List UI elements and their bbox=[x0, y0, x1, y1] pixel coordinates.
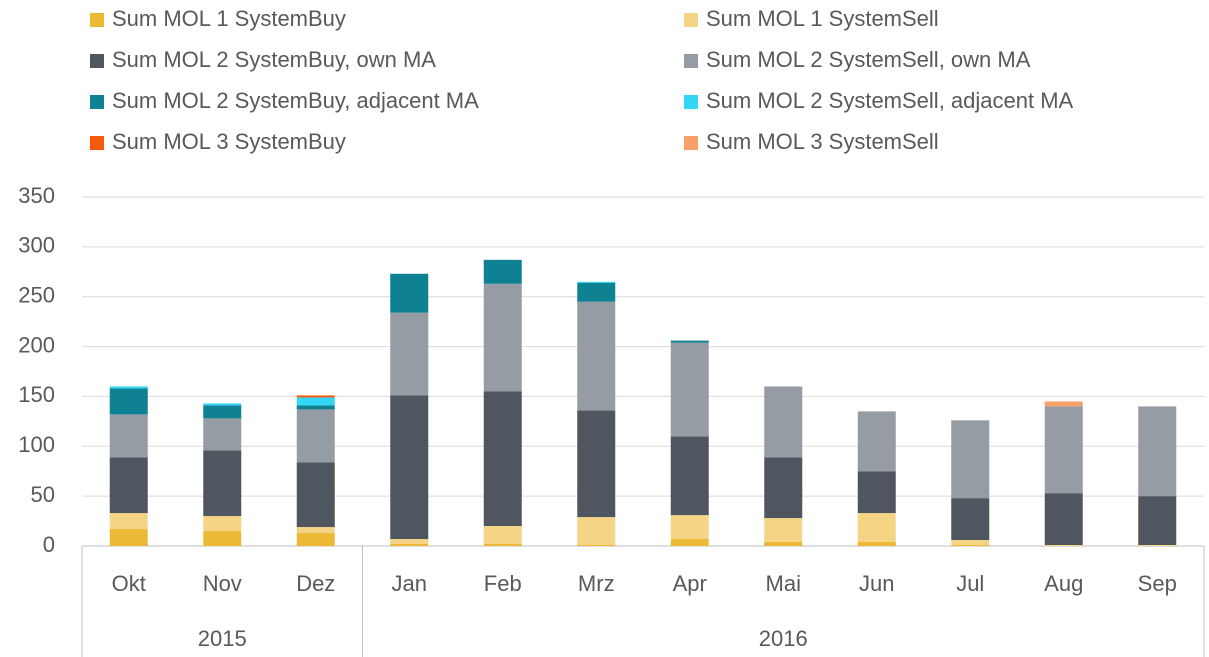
bar-segment bbox=[483, 526, 522, 545]
y-tick-label: 300 bbox=[18, 233, 55, 258]
y-tick-label: 100 bbox=[18, 432, 55, 457]
legend-label: Sum MOL 2 SystemBuy, own MA bbox=[112, 47, 436, 72]
x-tick-label: Feb bbox=[484, 571, 522, 596]
legend-label: Sum MOL 2 SystemBuy, adjacent MA bbox=[112, 88, 479, 113]
x-tick-label: Nov bbox=[203, 571, 242, 596]
bar-segment bbox=[483, 259, 522, 284]
group-label: 2015 bbox=[198, 626, 247, 651]
legend-label: Sum MOL 3 SystemSell bbox=[706, 129, 939, 154]
legend-label: Sum MOL 1 SystemBuy bbox=[112, 6, 346, 31]
bar-segment bbox=[577, 545, 616, 546]
y-tick-label: 250 bbox=[18, 283, 55, 308]
bar-segment bbox=[483, 544, 522, 546]
bar-segment bbox=[390, 273, 429, 313]
legend-swatch bbox=[684, 95, 698, 109]
y-tick-label: 150 bbox=[18, 382, 55, 407]
bar-segment bbox=[577, 517, 616, 546]
bar-segment bbox=[390, 312, 429, 396]
legend-label: Sum MOL 3 SystemBuy bbox=[112, 129, 346, 154]
x-tick-label: Jan bbox=[392, 571, 427, 596]
x-tick-label: Mrz bbox=[578, 571, 615, 596]
x-tick-label: Jul bbox=[956, 571, 984, 596]
bar-segment bbox=[109, 529, 148, 546]
bar-segment bbox=[1138, 496, 1177, 546]
legend-swatch bbox=[90, 95, 104, 109]
bar-segment bbox=[483, 391, 522, 527]
legend-swatch bbox=[684, 136, 698, 150]
x-tick-label: Aug bbox=[1044, 571, 1083, 596]
bar-segment bbox=[109, 457, 148, 514]
group-label: 2016 bbox=[759, 626, 808, 651]
bar-segment bbox=[857, 542, 896, 546]
bar-segment bbox=[203, 450, 242, 517]
x-tick-label: Apr bbox=[673, 571, 707, 596]
bar-segment bbox=[1044, 493, 1083, 546]
bar-segment bbox=[1044, 545, 1083, 546]
legend-swatch bbox=[90, 136, 104, 150]
bar-segment bbox=[1138, 406, 1177, 497]
bar-segment bbox=[390, 544, 429, 546]
bar-segment bbox=[203, 405, 242, 419]
x-tick-label: Sep bbox=[1138, 571, 1177, 596]
bar-segment bbox=[857, 411, 896, 472]
bar-segment bbox=[670, 342, 709, 437]
bar-segment bbox=[203, 531, 242, 546]
bar-segment bbox=[857, 513, 896, 543]
bar-segment bbox=[670, 340, 709, 343]
legend-swatch bbox=[684, 54, 698, 68]
bar-segment bbox=[857, 471, 896, 514]
legend-swatch bbox=[90, 54, 104, 68]
bar-segment bbox=[296, 462, 335, 528]
bar-segment bbox=[296, 527, 335, 534]
bar-segment bbox=[203, 418, 242, 451]
bar-segment bbox=[296, 409, 335, 463]
bar-segment bbox=[109, 386, 148, 389]
bar-segment bbox=[951, 545, 990, 546]
x-tick-label: Okt bbox=[112, 571, 146, 596]
bar-segment bbox=[951, 420, 990, 499]
bar-segment bbox=[951, 498, 990, 541]
y-tick-label: 0 bbox=[43, 532, 55, 557]
legend-label: Sum MOL 2 SystemSell, own MA bbox=[706, 47, 1031, 72]
y-tick-label: 350 bbox=[18, 183, 55, 208]
bar-segment bbox=[764, 518, 803, 543]
bar-segment bbox=[203, 403, 242, 406]
bar-segment bbox=[390, 539, 429, 545]
bar-segment bbox=[577, 281, 616, 283]
bar-segment bbox=[1044, 401, 1083, 407]
x-tick-label: Dez bbox=[296, 571, 335, 596]
bar-segment bbox=[296, 533, 335, 546]
bar-segment bbox=[483, 283, 522, 392]
bar-segment bbox=[109, 414, 148, 458]
bar-segment bbox=[296, 395, 335, 398]
bar-segment bbox=[764, 542, 803, 546]
x-tick-label: Mai bbox=[766, 571, 801, 596]
y-tick-label: 50 bbox=[31, 482, 55, 507]
bar-segment bbox=[1044, 406, 1083, 494]
bar-segment bbox=[296, 405, 335, 410]
bar-segment bbox=[203, 516, 242, 532]
legend-swatch bbox=[90, 13, 104, 27]
bar-segment bbox=[296, 397, 335, 406]
bar-segment bbox=[951, 540, 990, 546]
bar-segment bbox=[764, 457, 803, 519]
bar-segment bbox=[577, 410, 616, 518]
bar-segment bbox=[670, 539, 709, 546]
y-tick-label: 200 bbox=[18, 332, 55, 357]
legend-label: Sum MOL 2 SystemSell, adjacent MA bbox=[706, 88, 1074, 113]
bar-segment bbox=[670, 515, 709, 540]
bar-segment bbox=[109, 513, 148, 530]
legend-label: Sum MOL 1 SystemSell bbox=[706, 6, 939, 31]
bar-segment bbox=[390, 395, 429, 540]
legend-swatch bbox=[684, 13, 698, 27]
bar-segment bbox=[109, 388, 148, 415]
bar-segment bbox=[670, 436, 709, 516]
bar-segment bbox=[764, 386, 803, 458]
x-tick-label: Jun bbox=[859, 571, 894, 596]
bar-segment bbox=[1138, 545, 1177, 546]
bar-segment bbox=[577, 282, 616, 302]
bar-segment bbox=[577, 301, 616, 411]
